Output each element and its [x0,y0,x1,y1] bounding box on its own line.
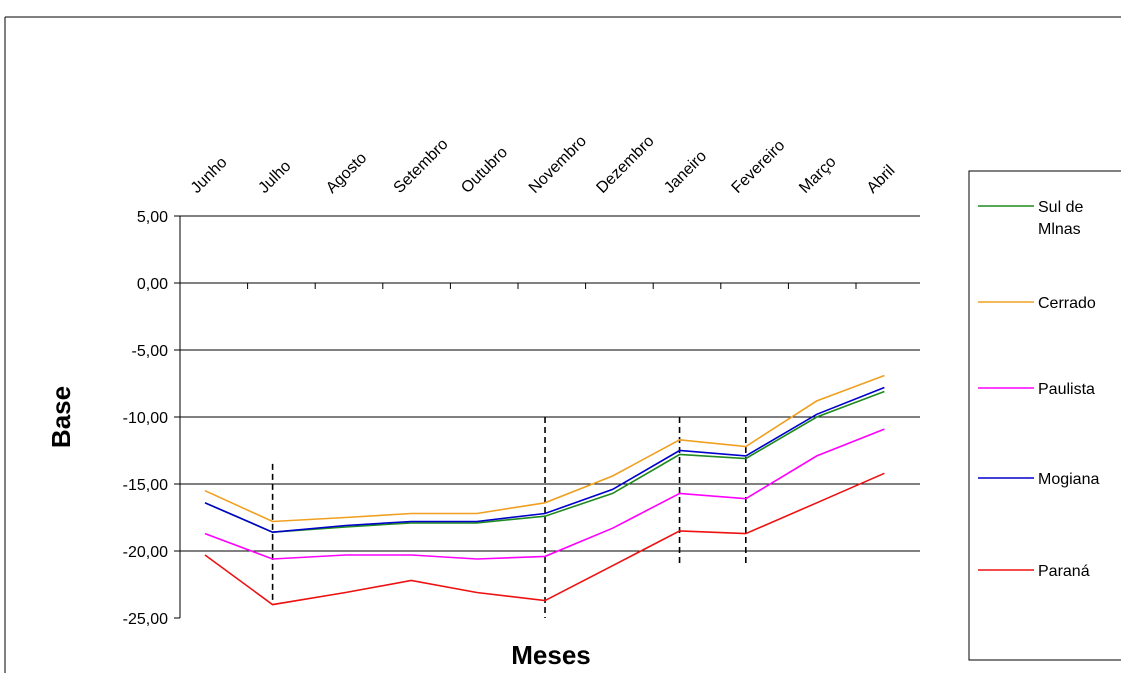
gridlines [180,215,920,552]
legend: Sul de Mlnas Cerrado Paulista Mogiana Paraná [968,170,1121,661]
legend-box [968,170,1121,661]
series-line-cerrado [204,374,885,523]
y-tick-label: -5,00 [132,343,169,360]
axes [174,215,857,619]
x-tick-label: Novembro [526,133,590,197]
y-tick-label: -25,00 [123,611,168,628]
series-line-paulista [204,428,885,560]
y-tick-label: -15,00 [123,477,168,494]
series-line-paran- [204,472,885,606]
legend-label: Mogiana [1038,471,1099,488]
y-tick-label: 5,00 [137,209,168,226]
y-tick-label: -10,00 [123,410,168,427]
legend-label: Cerrado [1038,295,1096,312]
y-tick-label: 0,00 [137,276,168,293]
x-tick-label: Agosto [323,150,370,197]
legend-label: Sul de [1038,199,1083,216]
dashed-markers [271,417,747,618]
x-tick-label: Outubro [458,144,511,197]
y-axis-title: Base [46,386,76,448]
x-tick-labels: Junho Julho Agosto Setembro Outubro Novembro D… [188,133,899,197]
x-tick-label: Abril [864,162,899,197]
x-axis-title: Meses [511,640,591,670]
x-tick-label: Março [796,153,840,197]
series-lines [204,374,885,606]
y-tick-label: -20,00 [123,544,168,561]
legend-label: Paulista [1038,381,1095,398]
legend-label: Mlnas [1038,221,1081,238]
y-tick-labels: 5,00 0,00 -5,00 -10,00 -15,00 -20,00 -25,00 [123,209,168,628]
series-line-sul-de-mlnas [204,390,885,534]
series-line-mogiana [204,386,885,534]
x-tick-label: Dezembro [593,133,657,197]
legend-label: Paraná [1038,563,1090,580]
x-tick-label: Julho [255,158,294,197]
x-tick-label: Fevereiro [729,137,789,197]
x-tick-label: Setembro [391,136,452,197]
x-tick-label: Junho [188,154,231,197]
x-tick-label: Janeiro [661,148,710,197]
